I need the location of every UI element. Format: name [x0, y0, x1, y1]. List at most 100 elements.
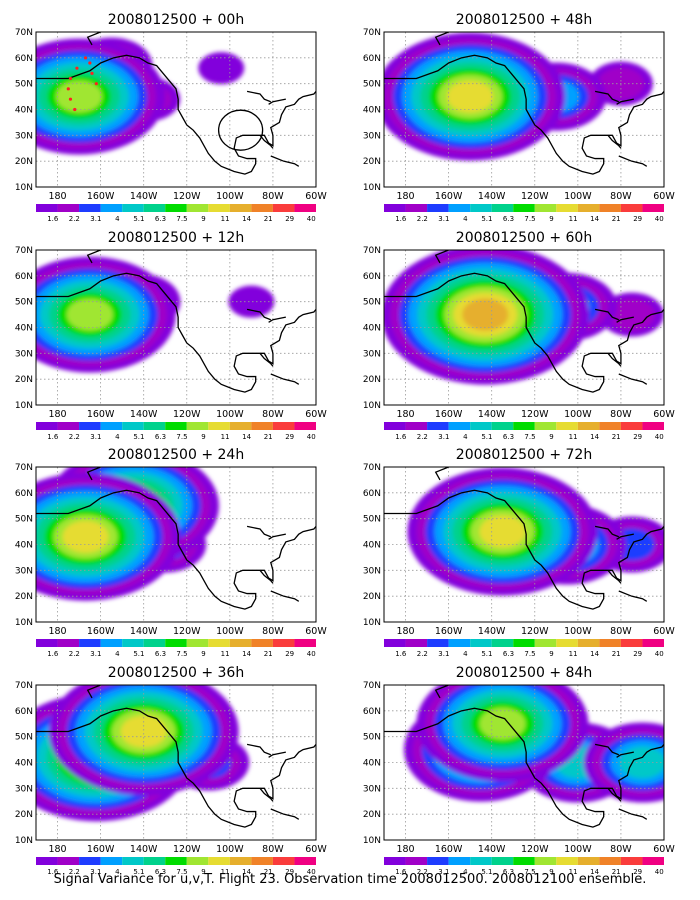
colorbar-label: 2.2 — [417, 433, 428, 441]
x-tick-label: 60W — [653, 626, 675, 637]
colorbar-swatch — [599, 857, 621, 865]
colorbar-label: 11 — [569, 650, 578, 658]
colorbar-label: 29 — [633, 868, 642, 876]
colorbar-swatch — [122, 639, 144, 647]
coastline — [616, 533, 634, 540]
colorbar-label: 14 — [242, 215, 251, 223]
x-tick-label: 80W — [262, 191, 284, 202]
x-tick-label: 160W — [435, 409, 463, 420]
colorbar-swatch — [100, 857, 123, 865]
y-tick-label: 50N — [363, 80, 381, 90]
coastline — [86, 32, 101, 46]
y-tick-label: 10N — [15, 836, 33, 846]
coastline — [618, 373, 648, 385]
colorbar-swatch — [448, 639, 471, 647]
colorbar-swatch — [577, 639, 600, 647]
colorbar-swatch — [642, 857, 664, 865]
colorbar-swatch — [165, 639, 187, 647]
field-contour — [120, 715, 167, 748]
coastline — [268, 316, 286, 323]
colorbar-swatch — [513, 857, 535, 865]
colorbar-swatch — [620, 204, 643, 212]
y-tick-label: 60N — [363, 272, 381, 282]
y-tick-label: 30N — [15, 349, 33, 359]
plot-frame — [383, 249, 665, 406]
colorbar-label: 1.6 — [395, 868, 407, 876]
colorbar-swatch — [229, 204, 252, 212]
colorbar-label: 1.6 — [47, 215, 59, 223]
panel-title: 2008012500 + 00h — [108, 12, 244, 28]
colorbar-swatch — [491, 857, 514, 865]
y-tick-label: 10N — [363, 183, 381, 193]
map-panel: 2008012500 + 84h 180 160W 140W 120W 100W 80W 60… — [363, 665, 676, 876]
colorbar-swatch — [251, 204, 273, 212]
x-tick-label: 60W — [653, 844, 675, 855]
colorbar-swatch — [229, 422, 252, 430]
colorbar-label: 11 — [569, 868, 578, 876]
colorbar-swatch — [513, 204, 535, 212]
colorbar-swatch — [294, 857, 316, 865]
colorbar-label: 11 — [569, 215, 578, 223]
colorbar-swatch — [272, 857, 295, 865]
plot-frame — [35, 31, 317, 188]
panel-title: 2008012500 + 60h — [456, 230, 592, 246]
colorbar-swatch — [620, 857, 643, 865]
colorbar-swatch — [384, 204, 406, 212]
x-tick-label: 180 — [48, 626, 66, 637]
colorbar-swatch — [534, 857, 557, 865]
colorbar-swatch — [294, 639, 316, 647]
coastline — [594, 308, 620, 321]
map-panel: 2008012500 + 72h 180 160W 140W 120W 100W 80W 60… — [363, 447, 676, 658]
coastline — [36, 272, 316, 393]
coastline — [268, 533, 286, 540]
x-tick-label: 60W — [653, 409, 675, 420]
y-tick-label: 30N — [363, 349, 381, 359]
colorbar-swatch — [208, 204, 230, 212]
map-panel: 2008012500 + 00h 180 160W 140W 120W 100W 80W 60… — [15, 12, 328, 223]
colorbar-swatch — [620, 639, 643, 647]
map-panel: 2008012500 + 36h 180 160W 140W 120W 100W 80W 60… — [15, 665, 328, 876]
panel-title: 2008012500 + 36h — [108, 665, 244, 681]
x-tick-label: 140W — [478, 409, 506, 420]
colorbar-swatch — [405, 857, 428, 865]
colorbar-label: 14 — [242, 433, 251, 441]
x-tick-label: 140W — [478, 626, 506, 637]
colorbar-swatch — [405, 639, 428, 647]
x-tick-label: 160W — [87, 626, 115, 637]
colorbar-swatch — [599, 422, 621, 430]
colorbar-label: 1.6 — [395, 215, 407, 223]
y-tick-label: 30N — [15, 131, 33, 141]
colorbar-swatch — [79, 422, 101, 430]
plot-frame — [35, 249, 317, 406]
y-tick-label: 50N — [363, 298, 381, 308]
colorbar-label: 6.3 — [155, 433, 166, 441]
colorbar-label: 7.5 — [176, 433, 187, 441]
colorbar-label: 5.1 — [481, 215, 492, 223]
x-tick-label: 140W — [130, 626, 158, 637]
coastline — [384, 489, 664, 610]
plot-frame — [383, 466, 665, 623]
colorbar-swatch — [229, 857, 252, 865]
colorbar-swatch — [229, 639, 252, 647]
colorbar-swatch — [470, 857, 492, 865]
colorbar-label: 40 — [307, 868, 316, 876]
y-tick-label: 20N — [363, 810, 381, 820]
flight-track-point — [83, 56, 88, 60]
colorbar-label: 40 — [307, 433, 316, 441]
y-tick-label: 70N — [363, 681, 381, 691]
coastline — [384, 707, 664, 828]
y-tick-label: 10N — [15, 401, 33, 411]
coastline — [607, 787, 622, 802]
colorbar-swatch — [251, 422, 273, 430]
coastline — [616, 316, 634, 323]
coastline — [246, 525, 272, 538]
coastline — [594, 525, 620, 538]
colorbar-label: 11 — [221, 868, 230, 876]
x-tick-label: 140W — [478, 844, 506, 855]
y-tick-label: 40N — [363, 324, 381, 334]
coastline — [384, 54, 664, 175]
colorbar-swatch — [79, 204, 101, 212]
field-contour — [56, 80, 103, 113]
colorbar-swatch — [470, 639, 492, 647]
colorbar-swatch — [427, 204, 449, 212]
